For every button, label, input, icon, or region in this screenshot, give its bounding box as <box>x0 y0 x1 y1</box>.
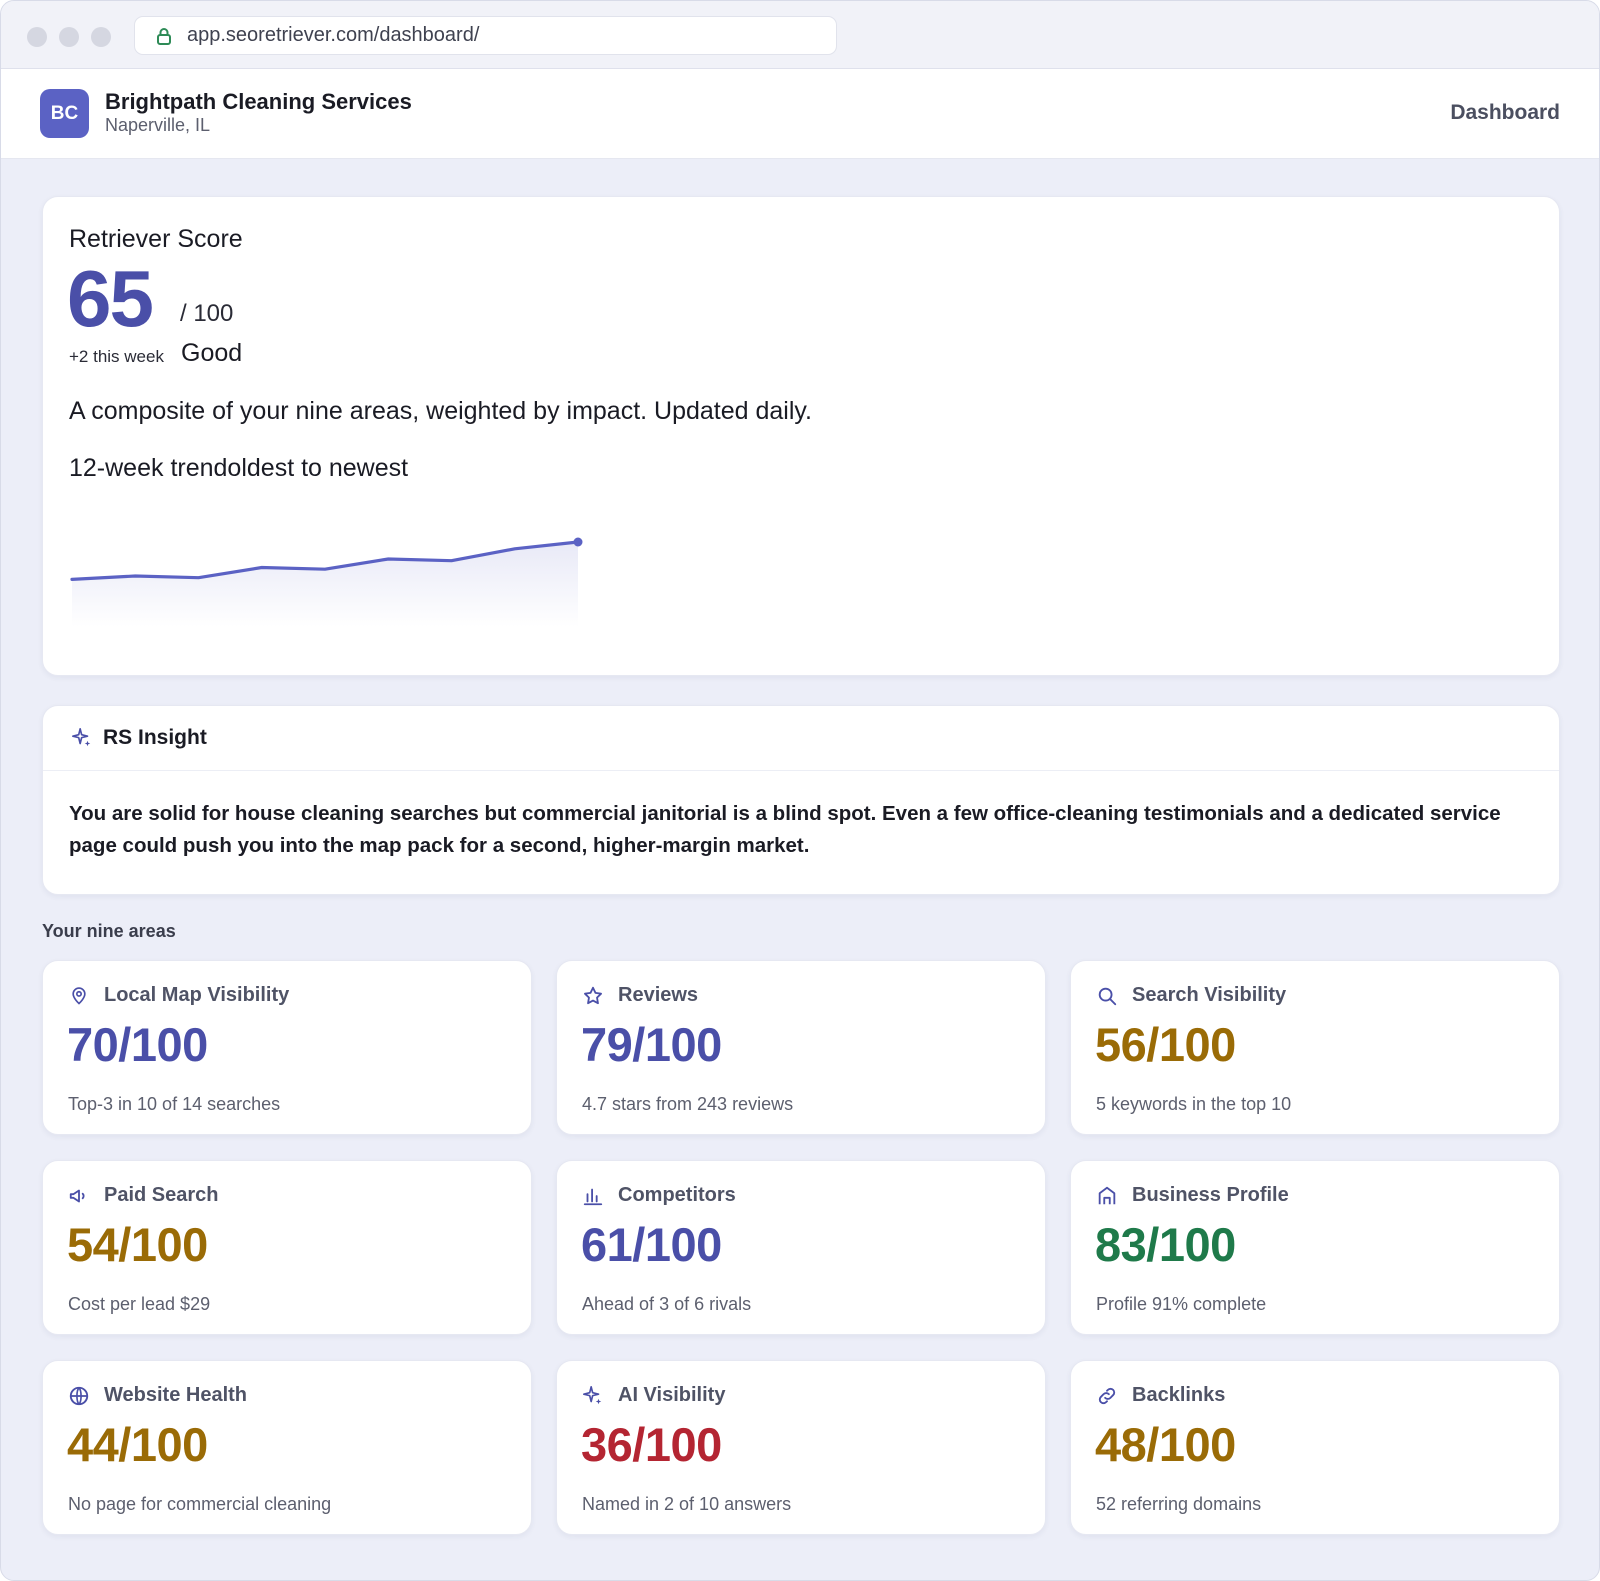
area-card-header: Reviews <box>582 984 698 1007</box>
sparkline-line <box>70 540 580 581</box>
area-name: Local Map Visibility <box>104 984 290 1006</box>
sparkle-icon <box>582 1385 604 1407</box>
score-title: Retriever Score <box>69 225 243 253</box>
link-icon <box>1096 1385 1118 1407</box>
area-score: 48/100 <box>1095 1418 1236 1471</box>
area-name: Paid Search <box>104 1184 219 1206</box>
business-name: Brightpath Cleaning Services <box>105 89 412 114</box>
storefront-icon <box>1096 1185 1118 1207</box>
score-value: 65 <box>67 254 154 343</box>
score-out-of: / 100 <box>180 300 234 327</box>
area-card-header: Backlinks <box>1096 1384 1225 1407</box>
area-name: Competitors <box>618 1184 736 1206</box>
megaphone-icon <box>68 1185 90 1207</box>
area-score: 36/100 <box>581 1418 722 1471</box>
area-card-header: Competitors <box>582 1184 736 1207</box>
area-card-header: Local Map Visibility <box>68 984 289 1007</box>
area-score: 79/100 <box>581 1018 722 1071</box>
area-card-local-map-visibility[interactable]: Local Map Visibility 70/100 Top-3 in 10 of… <box>42 960 532 1135</box>
nav-dashboard-link[interactable]: Dashboard <box>1450 101 1560 124</box>
retriever-score-card: Retriever Score 65 / 100 +2 this week Go… <box>42 196 1560 676</box>
area-card-competitors[interactable]: Competitors 61/100 Ahead of 3 of 6 rivals <box>556 1160 1046 1335</box>
area-detail: 5 keywords in the top 10 <box>1096 1094 1292 1114</box>
areas-section-label: Your nine areas <box>42 921 176 941</box>
sparkline-latest-point <box>573 537 583 547</box>
url-text: app.seoretriever.com/dashboard/ <box>187 24 480 46</box>
area-score: 44/100 <box>67 1418 208 1471</box>
score-delta: +2 this week <box>69 347 164 366</box>
address-bar[interactable]: app.seoretriever.com/dashboard/ <box>134 16 837 55</box>
business-avatar: BC <box>40 89 89 138</box>
area-card-paid-search[interactable]: Paid Search 54/100 Cost per lead $29 <box>42 1160 532 1335</box>
rs-insight-card: RS Insight You are solid for house clean… <box>42 705 1560 895</box>
area-detail: 4.7 stars from 243 reviews <box>582 1094 794 1114</box>
area-score: 54/100 <box>67 1218 208 1271</box>
area-detail: 52 referring domains <box>1096 1494 1262 1514</box>
window-maximize-dot[interactable] <box>91 27 111 47</box>
area-card-header: Business Profile <box>1096 1184 1289 1207</box>
area-score: 56/100 <box>1095 1018 1236 1071</box>
area-name: Reviews <box>618 984 699 1006</box>
trend-label: 12-week trendoldest to newest <box>69 454 409 482</box>
area-card-search-visibility[interactable]: Search Visibility 56/100 5 keywords in the… <box>1070 960 1560 1135</box>
trend-sparkline <box>70 537 583 627</box>
area-card-header: Paid Search <box>68 1184 219 1207</box>
map-pin-icon <box>68 985 90 1007</box>
app-header: BC Brightpath Cleaning Services Napervil… <box>1 69 1599 159</box>
score-rating-label: Good <box>181 339 243 367</box>
area-score: 70/100 <box>67 1018 208 1071</box>
score-description: A composite of your nine areas, weighted… <box>69 397 813 425</box>
insight-body: You are solid for house cleaning searche… <box>69 802 1501 857</box>
business-location: Naperville, IL <box>105 115 211 135</box>
area-detail: Profile 91% complete <box>1096 1294 1267 1314</box>
area-card-business-profile[interactable]: Business Profile 83/100 Profile 91% comple… <box>1070 1160 1560 1335</box>
insight-title: RS Insight <box>103 726 207 749</box>
browser-chrome: app.seoretriever.com/dashboard/ <box>1 1 1599 69</box>
area-name: Website Health <box>104 1384 247 1406</box>
area-name: AI Visibility <box>618 1384 726 1406</box>
star-icon <box>582 985 604 1007</box>
area-score: 61/100 <box>581 1218 722 1271</box>
main-content: Retriever Score 65 / 100 +2 this week Go… <box>42 196 1560 1535</box>
area-card-header: Website Health <box>68 1384 247 1407</box>
areas-grid: Local Map Visibility 70/100 Top-3 in 10 of… <box>42 960 1560 1535</box>
area-detail: Named in 2 of 10 answers <box>582 1494 792 1514</box>
area-name: Business Profile <box>1132 1184 1289 1206</box>
area-card-header: Search Visibility <box>1096 984 1286 1007</box>
sparkle-icon <box>71 727 93 749</box>
bar-chart-icon <box>582 1185 604 1207</box>
area-name: Backlinks <box>1132 1384 1226 1406</box>
area-detail: Cost per lead $29 <box>68 1294 211 1314</box>
globe-icon <box>68 1385 90 1407</box>
area-card-website-health[interactable]: Website Health 44/100 No page for commerci… <box>42 1360 532 1535</box>
search-icon <box>1096 985 1118 1007</box>
area-card-ai-visibility[interactable]: AI Visibility 36/100 Named in 2 of 10 answ… <box>556 1360 1046 1535</box>
insight-header: RS Insight <box>43 706 1559 771</box>
area-card-backlinks[interactable]: Backlinks 48/100 52 referring domains <box>1070 1360 1560 1535</box>
area-detail: No page for commercial cleaning <box>68 1494 332 1514</box>
area-detail: Top-3 in 10 of 14 searches <box>68 1094 281 1114</box>
area-card-reviews[interactable]: Reviews 79/100 4.7 stars from 243 reviews <box>556 960 1046 1135</box>
window-close-dot[interactable] <box>27 27 47 47</box>
area-score: 83/100 <box>1095 1218 1236 1271</box>
area-name: Search Visibility <box>1132 984 1287 1006</box>
area-card-header: AI Visibility <box>582 1384 725 1407</box>
sparkline-area <box>72 542 578 627</box>
area-detail: Ahead of 3 of 6 rivals <box>582 1294 752 1314</box>
lock-icon <box>155 27 173 45</box>
window-minimize-dot[interactable] <box>59 27 79 47</box>
